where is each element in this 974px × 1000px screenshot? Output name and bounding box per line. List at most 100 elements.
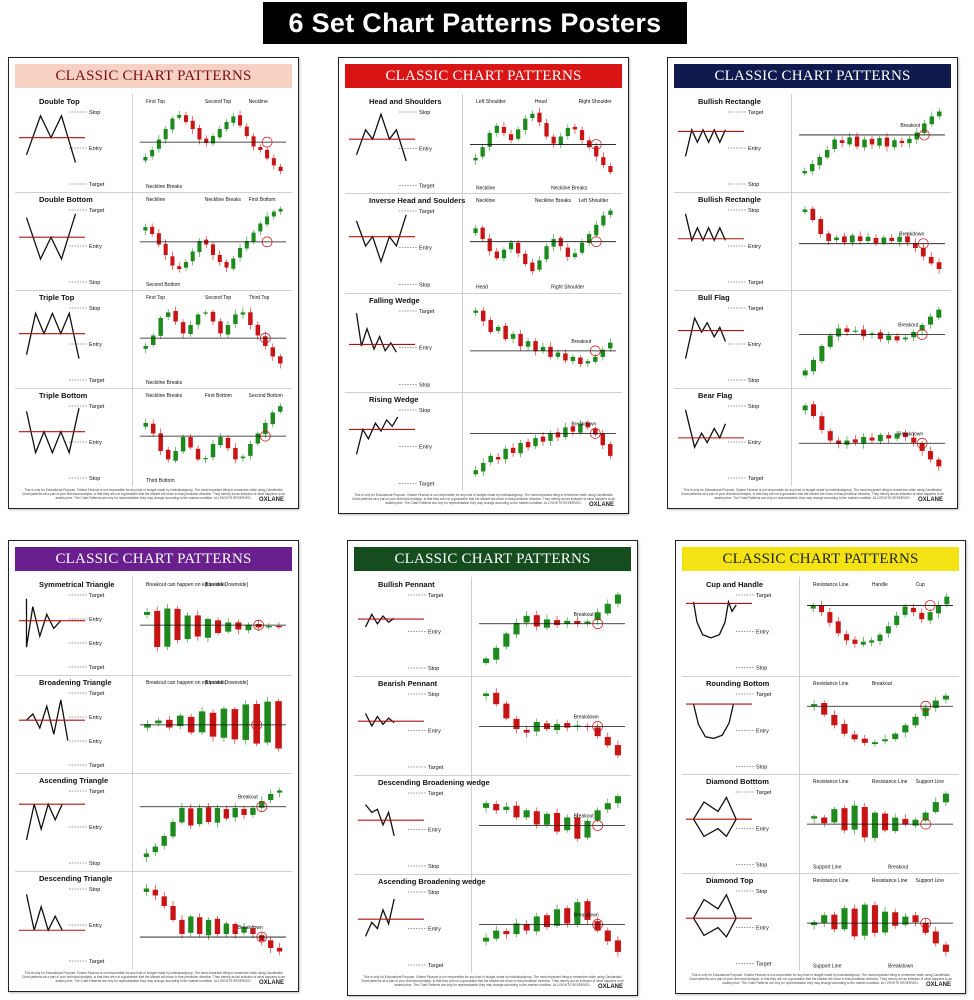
chart-label: [Upside/ Downside] — [205, 680, 249, 686]
chart-label: Resistance Line — [813, 779, 849, 785]
chart-label: Breakout — [574, 612, 595, 618]
bullish-candle — [473, 310, 478, 313]
level-label-target: Target — [428, 765, 444, 771]
bullish-candle — [543, 813, 550, 825]
bearish-candle — [494, 251, 499, 259]
chart-label: Support Line — [916, 878, 945, 884]
level-label-stop: Stop — [748, 404, 759, 410]
pattern-row: Rounding Bottom Target Entry Stop Resistance… — [682, 675, 959, 775]
bearish-candle — [600, 433, 606, 445]
chart-label: First Bottom — [205, 393, 232, 399]
pattern-row: Symmetrical Triangle Target Entry Entry Targ… — [15, 577, 292, 676]
chart-label: Breakout — [238, 795, 259, 801]
level-label-stop: Stop — [748, 208, 759, 214]
level-label-entry: Entry — [419, 444, 432, 450]
bullish-candle — [877, 634, 883, 642]
breakout-circle — [259, 430, 271, 442]
chart-label: Second Top — [205, 295, 232, 301]
pattern-name: Bullish Rectangle — [698, 195, 761, 204]
row-divider — [799, 577, 800, 676]
pattern-name: Diamond Botttom — [706, 777, 769, 786]
bullish-candle — [495, 326, 501, 331]
pattern-name: Bear Flag — [698, 391, 733, 400]
bearish-candle — [821, 817, 828, 824]
pattern-name: Broadening Triangle — [39, 678, 112, 687]
pattern-row: Ascending Triangle Target Entry Stop Breakou… — [15, 773, 292, 872]
level-label-stop: Stop — [89, 861, 100, 867]
bearish-candle — [518, 333, 523, 346]
row-divider — [471, 874, 472, 973]
level-label-stop: Stop — [419, 408, 430, 414]
poster-disclaimer: This is only for Educational Purpose. Ox… — [688, 973, 953, 985]
bullish-candle — [824, 150, 830, 158]
chart-label: Breakout — [898, 323, 919, 329]
bearish-candle — [188, 808, 194, 826]
bullish-candle — [480, 462, 486, 472]
row-divider — [799, 872, 800, 971]
bearish-candle — [183, 115, 188, 122]
bearish-candle — [523, 924, 530, 931]
level-label-entry: Entry — [756, 925, 769, 931]
brand-logo: OXLANE — [258, 980, 284, 986]
chart-label: Breakout — [872, 681, 893, 687]
bearish-candle — [608, 166, 613, 173]
breakout-circle — [589, 427, 601, 439]
pattern-diagram: Stop Entry Target — [678, 404, 764, 482]
bearish-candle — [163, 243, 168, 255]
candlestick-example: Breakdown — [140, 884, 286, 956]
bullish-candle — [585, 360, 591, 363]
pattern-diagram: Target Entry Stop — [19, 789, 105, 867]
bullish-candle — [525, 340, 531, 347]
pattern-outline — [684, 316, 727, 359]
bearish-candle — [827, 431, 833, 441]
pattern-diagram: Target Entry Stop — [686, 692, 772, 770]
bearish-candle — [836, 440, 842, 444]
bullish-candle — [161, 836, 167, 846]
bullish-candle — [233, 314, 238, 324]
bullish-candle — [584, 820, 591, 838]
chart-label: Neckline Breaks — [146, 380, 183, 386]
bullish-candle — [821, 914, 828, 923]
level-label-stop: Stop — [756, 863, 767, 869]
bullish-candle — [886, 335, 892, 341]
level-label-entry: Entry — [756, 826, 769, 832]
chart-pattern-poster: CLASSIC CHART PATTERNS Bullish Rectangle T… — [667, 57, 958, 509]
bullish-candle — [944, 596, 950, 605]
level-label-target: Target — [756, 593, 772, 599]
bullish-candle — [861, 437, 867, 444]
bullish-candle — [558, 136, 563, 145]
bullish-candle — [225, 622, 232, 632]
pattern-outline — [684, 127, 726, 157]
pattern-name: Double Top — [39, 97, 80, 106]
bullish-candle — [565, 127, 570, 137]
level-label-entry: Entry — [89, 617, 102, 623]
bullish-candle — [523, 118, 528, 131]
bearish-candle — [271, 158, 276, 166]
pattern-row: Descending Triangle Stop Entry Target Breakd… — [15, 871, 292, 969]
bullish-candle — [156, 139, 161, 149]
pattern-row: Cup and Handle Target Entry Stop Resistance … — [682, 577, 959, 677]
bearish-candle — [150, 423, 156, 434]
level-label-target: Target — [419, 481, 435, 487]
bullish-candle — [195, 314, 201, 325]
bullish-candle — [480, 147, 485, 157]
bullish-candle — [554, 909, 561, 926]
candlestick-example: Breakdown — [479, 687, 625, 759]
pattern-outline — [25, 802, 63, 841]
bearish-candle — [255, 324, 261, 336]
bearish-candle — [932, 930, 939, 943]
bullish-candle — [231, 116, 236, 123]
bearish-candle — [233, 447, 238, 460]
bullish-candle — [203, 458, 208, 460]
row-divider — [132, 94, 133, 192]
pattern-outline — [355, 214, 407, 264]
bearish-candle — [270, 347, 276, 357]
chart-label: Breakout can happen on either side, — [146, 582, 226, 588]
bearish-candle — [835, 621, 841, 634]
pattern-name: Rising Wedge — [369, 394, 419, 404]
pattern-name: Bearish Pennant — [378, 679, 438, 688]
pattern-name: Cup and Handle — [706, 580, 764, 589]
bullish-candle — [614, 594, 621, 604]
bullish-candle — [594, 225, 599, 236]
level-label-stop: Stop — [89, 280, 100, 286]
